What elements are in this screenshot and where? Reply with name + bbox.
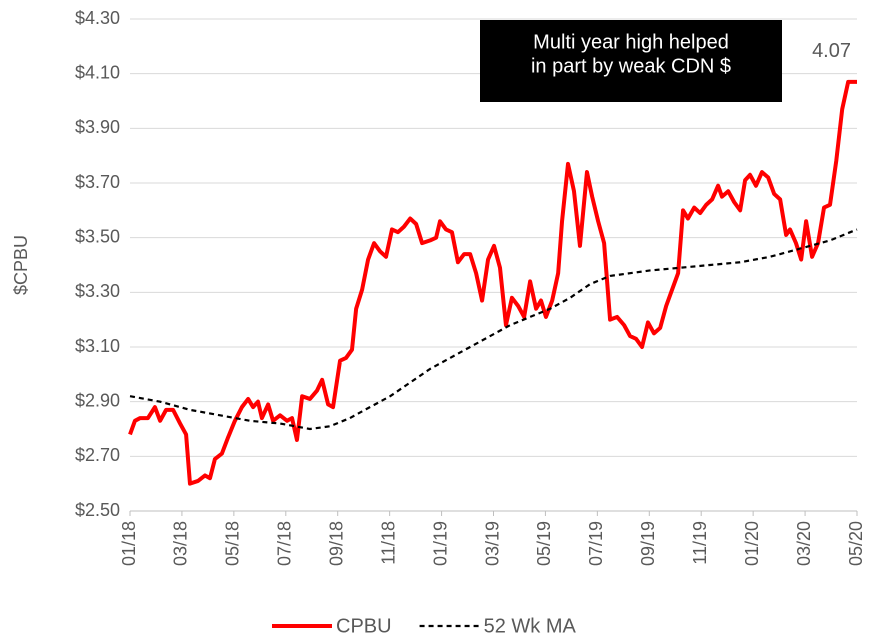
- x-tick-label: 07/19: [586, 521, 606, 566]
- x-tick-label: 01/20: [742, 521, 762, 566]
- x-tick-label: 09/18: [326, 521, 346, 566]
- x-tick-label: 11/19: [690, 521, 710, 565]
- series-line: [128, 79, 857, 486]
- x-tick-label: 01/18: [119, 521, 139, 566]
- legend-label: 52 Wk MA: [484, 615, 577, 637]
- y-tick-label: $3.50: [75, 226, 120, 246]
- x-tick-label: 03/20: [794, 521, 814, 566]
- y-tick-label: $4.30: [75, 8, 120, 28]
- x-tick-label: 07/18: [275, 521, 295, 566]
- x-tick-label: 03/18: [171, 521, 191, 566]
- x-tick-label: 05/18: [223, 521, 243, 566]
- annotation-box: [480, 20, 782, 102]
- y-tick-label: $4.10: [75, 62, 120, 82]
- annotation-text: Multi year high helped: [533, 31, 729, 53]
- series-line: [129, 228, 858, 431]
- annotation-text: in part by weak CDN $: [531, 55, 731, 77]
- y-axis-label: $CPBU: [11, 235, 31, 295]
- x-tick-label: 05/20: [846, 521, 866, 566]
- x-tick-label: 11/18: [378, 521, 398, 565]
- y-tick-label: $3.30: [75, 281, 120, 301]
- x-tick-label: 03/19: [482, 521, 502, 566]
- x-tick-label: 09/19: [638, 521, 658, 566]
- x-tick-label: 01/19: [430, 521, 450, 566]
- y-tick-label: $2.90: [75, 390, 120, 410]
- y-tick-label: $3.10: [75, 336, 120, 356]
- y-tick-label: $3.90: [75, 117, 120, 137]
- y-tick-label: $2.70: [75, 445, 120, 465]
- y-tick-label: $3.70: [75, 172, 120, 192]
- legend-label: CPBU: [336, 615, 392, 637]
- y-tick-label: $2.50: [75, 500, 120, 520]
- x-tick-label: 05/19: [534, 521, 554, 566]
- data-label: 4.07: [812, 40, 851, 62]
